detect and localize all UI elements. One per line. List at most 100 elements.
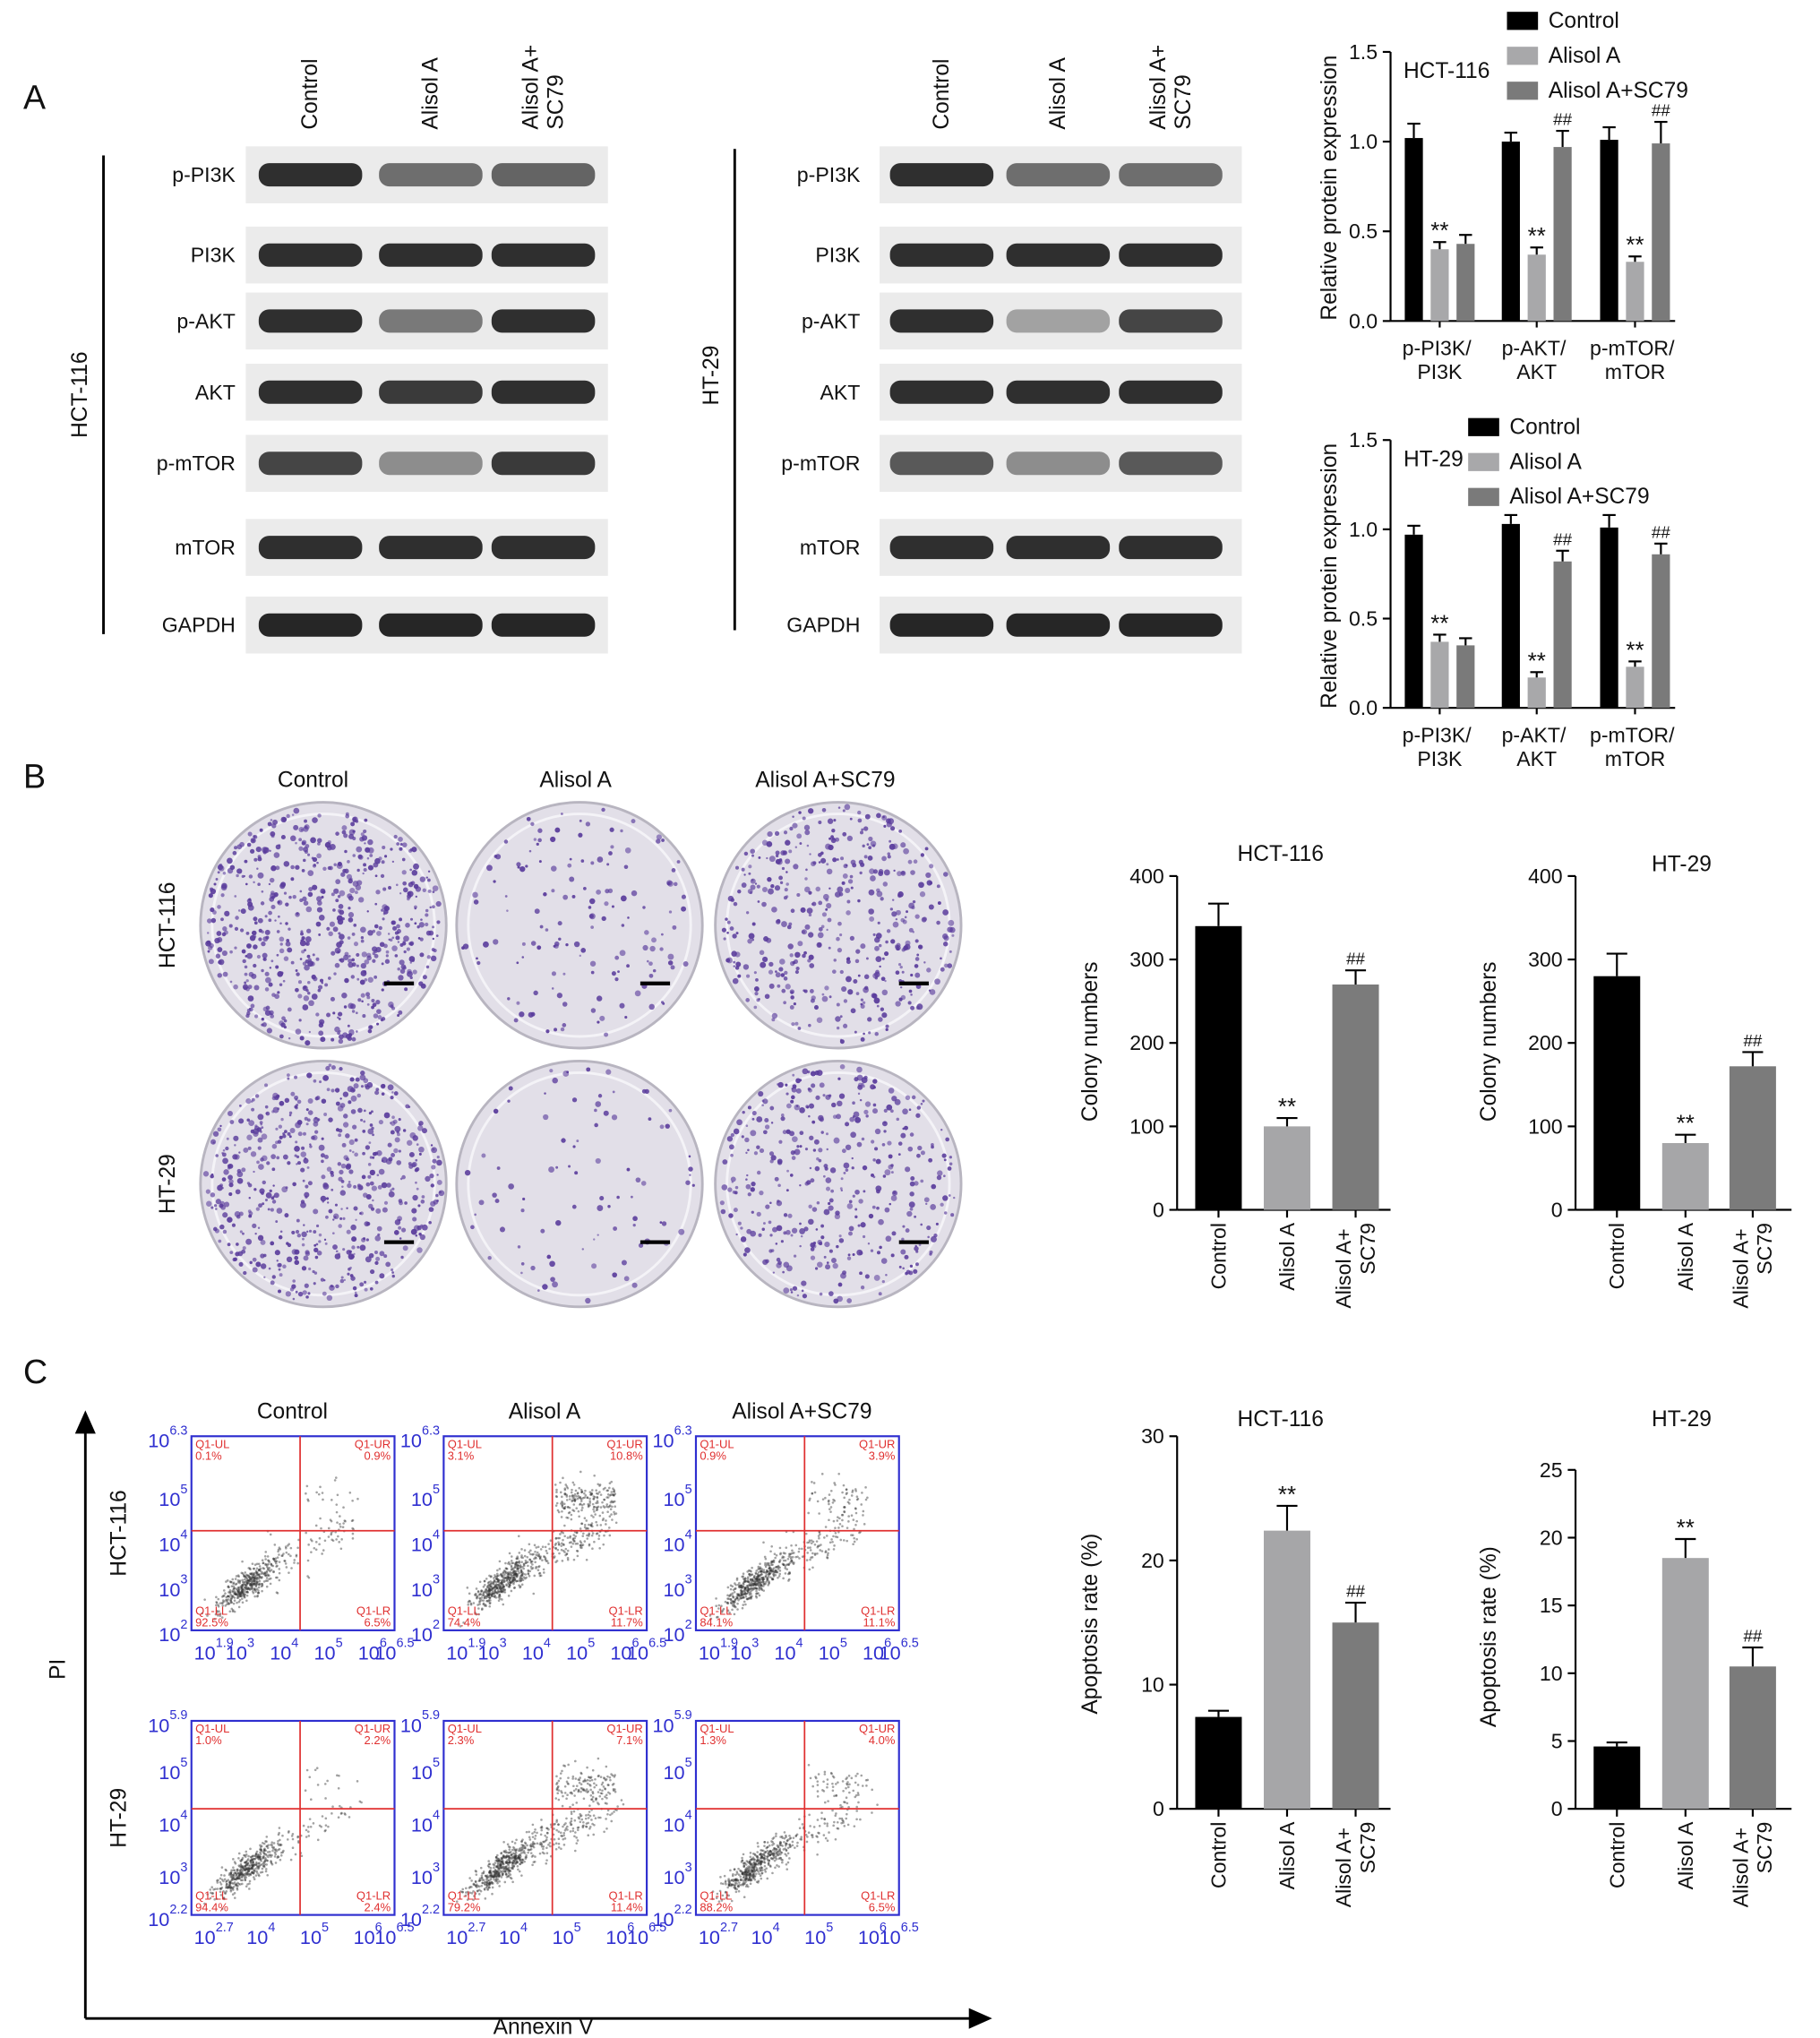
- event-dot: [595, 1532, 598, 1535]
- event-dot: [252, 1871, 255, 1875]
- colony-dot: [782, 1130, 787, 1135]
- colony-dot: [219, 1224, 225, 1230]
- event-dot: [781, 1556, 784, 1560]
- quadrant-percent: 11.7%: [611, 1616, 643, 1630]
- event-dot: [583, 1524, 587, 1526]
- colony-dot: [783, 830, 788, 835]
- event-dot: [228, 1595, 231, 1598]
- event-dot: [478, 1599, 482, 1603]
- colony-dot: [372, 959, 376, 963]
- event-dot: [239, 1595, 242, 1597]
- event-dot: [755, 1583, 759, 1586]
- event-dot: [348, 1492, 352, 1494]
- event-dot: [487, 1593, 490, 1596]
- colony-dot: [766, 856, 768, 860]
- colony-dot: [407, 1139, 413, 1146]
- colony-dot: [880, 1007, 885, 1011]
- colony-dot: [790, 1234, 794, 1237]
- event-dot: [578, 1496, 581, 1500]
- event-dot: [498, 1578, 502, 1582]
- event-dot: [241, 1870, 245, 1872]
- colony-dot: [846, 957, 850, 961]
- event-dot: [245, 1590, 249, 1594]
- colony-dot: [300, 1201, 306, 1208]
- colony-dot: [828, 1249, 833, 1253]
- event-dot: [832, 1498, 835, 1501]
- colony-dot: [396, 842, 400, 846]
- event-dot: [245, 1885, 248, 1888]
- colony-dot: [909, 1191, 914, 1197]
- colony-dot: [594, 1122, 598, 1128]
- colony-dot: [301, 1231, 307, 1238]
- event-dot: [231, 1590, 234, 1594]
- event-dot: [486, 1599, 489, 1603]
- event-dot: [248, 1867, 251, 1870]
- event-dot: [522, 1572, 525, 1576]
- colony-dot: [333, 972, 337, 976]
- colony-dot: [275, 965, 279, 969]
- colony-dot: [316, 900, 322, 906]
- event-dot: [219, 1614, 222, 1617]
- colony-dot: [382, 904, 388, 910]
- colony-dot: [729, 926, 734, 931]
- event-dot: [570, 1518, 573, 1521]
- event-dot: [495, 1572, 499, 1576]
- event-dot: [560, 1502, 562, 1505]
- event-dot: [489, 1601, 492, 1604]
- event-dot: [247, 1567, 251, 1569]
- colony-dot: [762, 1130, 768, 1135]
- event-dot: [485, 1588, 487, 1591]
- colony-dot: [897, 962, 902, 967]
- colony-dot: [878, 1218, 884, 1225]
- event-dot: [253, 1582, 257, 1585]
- event-dot: [752, 1579, 755, 1583]
- event-dot: [751, 1578, 754, 1581]
- event-dot: [597, 1505, 600, 1509]
- colony-dot: [210, 1173, 214, 1176]
- event-dot: [251, 1859, 254, 1862]
- colony-dot: [307, 1181, 313, 1186]
- colony-dot: [416, 1247, 423, 1253]
- event-dot: [561, 1500, 563, 1503]
- event-dot: [235, 1883, 237, 1886]
- colony-dot: [409, 942, 414, 946]
- colony-dot: [764, 1124, 770, 1130]
- colony-dot: [796, 833, 803, 839]
- event-dot: [236, 1588, 239, 1592]
- colony-dot: [367, 1128, 374, 1135]
- event-dot: [543, 1555, 546, 1559]
- event-dot: [230, 1607, 234, 1611]
- colony-dot: [818, 900, 823, 906]
- colony-dot: [319, 978, 324, 983]
- colony-dot: [741, 1135, 744, 1139]
- colony-dot: [403, 935, 409, 942]
- colony-dot: [920, 1102, 923, 1105]
- colony-dot: [875, 1158, 881, 1165]
- event-dot: [744, 1588, 747, 1591]
- colony-dot: [286, 813, 290, 819]
- colony-dot: [391, 936, 395, 940]
- colony-dot: [793, 864, 799, 870]
- colony-dot: [286, 1242, 289, 1245]
- colony-dot: [581, 1248, 585, 1251]
- event-dot: [510, 1589, 513, 1593]
- colony-dot: [407, 970, 413, 977]
- colony-dot: [881, 957, 885, 960]
- event-dot: [521, 1578, 525, 1582]
- colony-dot: [750, 1130, 757, 1137]
- event-dot: [274, 1576, 278, 1579]
- event-dot: [240, 1870, 244, 1874]
- event-dot: [753, 1583, 756, 1586]
- row-label: HT-29: [156, 1154, 180, 1214]
- colony-dot: [507, 1099, 511, 1103]
- colony-dot: [854, 959, 860, 964]
- colony-dot: [232, 1154, 238, 1160]
- event-dot: [259, 1851, 262, 1854]
- event-dot: [824, 1550, 828, 1552]
- colony-dot: [589, 960, 597, 967]
- colony-dot: [415, 1234, 418, 1237]
- event-dot: [219, 1612, 222, 1615]
- event-dot: [266, 1579, 270, 1582]
- colony-dot: [270, 1154, 276, 1159]
- colony-dot: [348, 917, 354, 923]
